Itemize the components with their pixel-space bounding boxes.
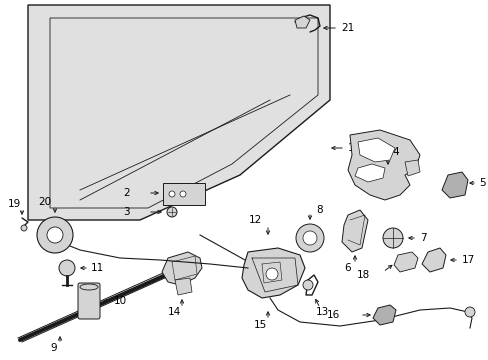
Circle shape <box>265 268 278 280</box>
Text: 14: 14 <box>167 307 180 317</box>
Bar <box>163 183 204 205</box>
Text: 15: 15 <box>253 320 266 330</box>
Text: 4: 4 <box>391 147 398 157</box>
Circle shape <box>180 191 185 197</box>
Circle shape <box>21 225 27 231</box>
FancyBboxPatch shape <box>78 283 100 319</box>
Text: 20: 20 <box>39 197 51 207</box>
Text: 21: 21 <box>340 23 353 33</box>
Polygon shape <box>294 16 309 28</box>
Circle shape <box>59 260 75 276</box>
Text: 19: 19 <box>7 199 20 209</box>
Polygon shape <box>347 130 419 200</box>
Text: 7: 7 <box>419 233 426 243</box>
Text: 12: 12 <box>248 215 262 225</box>
Ellipse shape <box>80 284 98 290</box>
Text: 13: 13 <box>315 307 328 317</box>
Polygon shape <box>341 210 367 252</box>
Text: 18: 18 <box>356 270 369 280</box>
Circle shape <box>464 307 474 317</box>
Text: 5: 5 <box>478 178 485 188</box>
Polygon shape <box>162 252 202 285</box>
Text: 9: 9 <box>51 343 57 353</box>
Polygon shape <box>393 252 417 272</box>
Text: 16: 16 <box>326 310 339 320</box>
Text: 1: 1 <box>347 143 354 153</box>
Text: 3: 3 <box>123 207 130 217</box>
Polygon shape <box>441 172 467 198</box>
Polygon shape <box>28 5 329 220</box>
Circle shape <box>303 280 312 290</box>
Polygon shape <box>242 248 305 298</box>
Text: 11: 11 <box>91 263 104 273</box>
Circle shape <box>37 217 73 253</box>
Circle shape <box>382 228 402 248</box>
Text: 6: 6 <box>344 263 350 273</box>
Polygon shape <box>404 160 419 176</box>
Polygon shape <box>372 305 395 325</box>
Polygon shape <box>357 138 394 162</box>
Circle shape <box>167 207 177 217</box>
Polygon shape <box>354 164 384 182</box>
Polygon shape <box>421 248 445 272</box>
Text: 2: 2 <box>123 188 130 198</box>
Circle shape <box>169 191 175 197</box>
Text: 8: 8 <box>315 205 322 215</box>
Circle shape <box>295 224 324 252</box>
Polygon shape <box>175 278 192 295</box>
Circle shape <box>47 227 63 243</box>
Circle shape <box>303 231 316 245</box>
Text: 10: 10 <box>114 296 127 306</box>
Text: 17: 17 <box>461 255 474 265</box>
